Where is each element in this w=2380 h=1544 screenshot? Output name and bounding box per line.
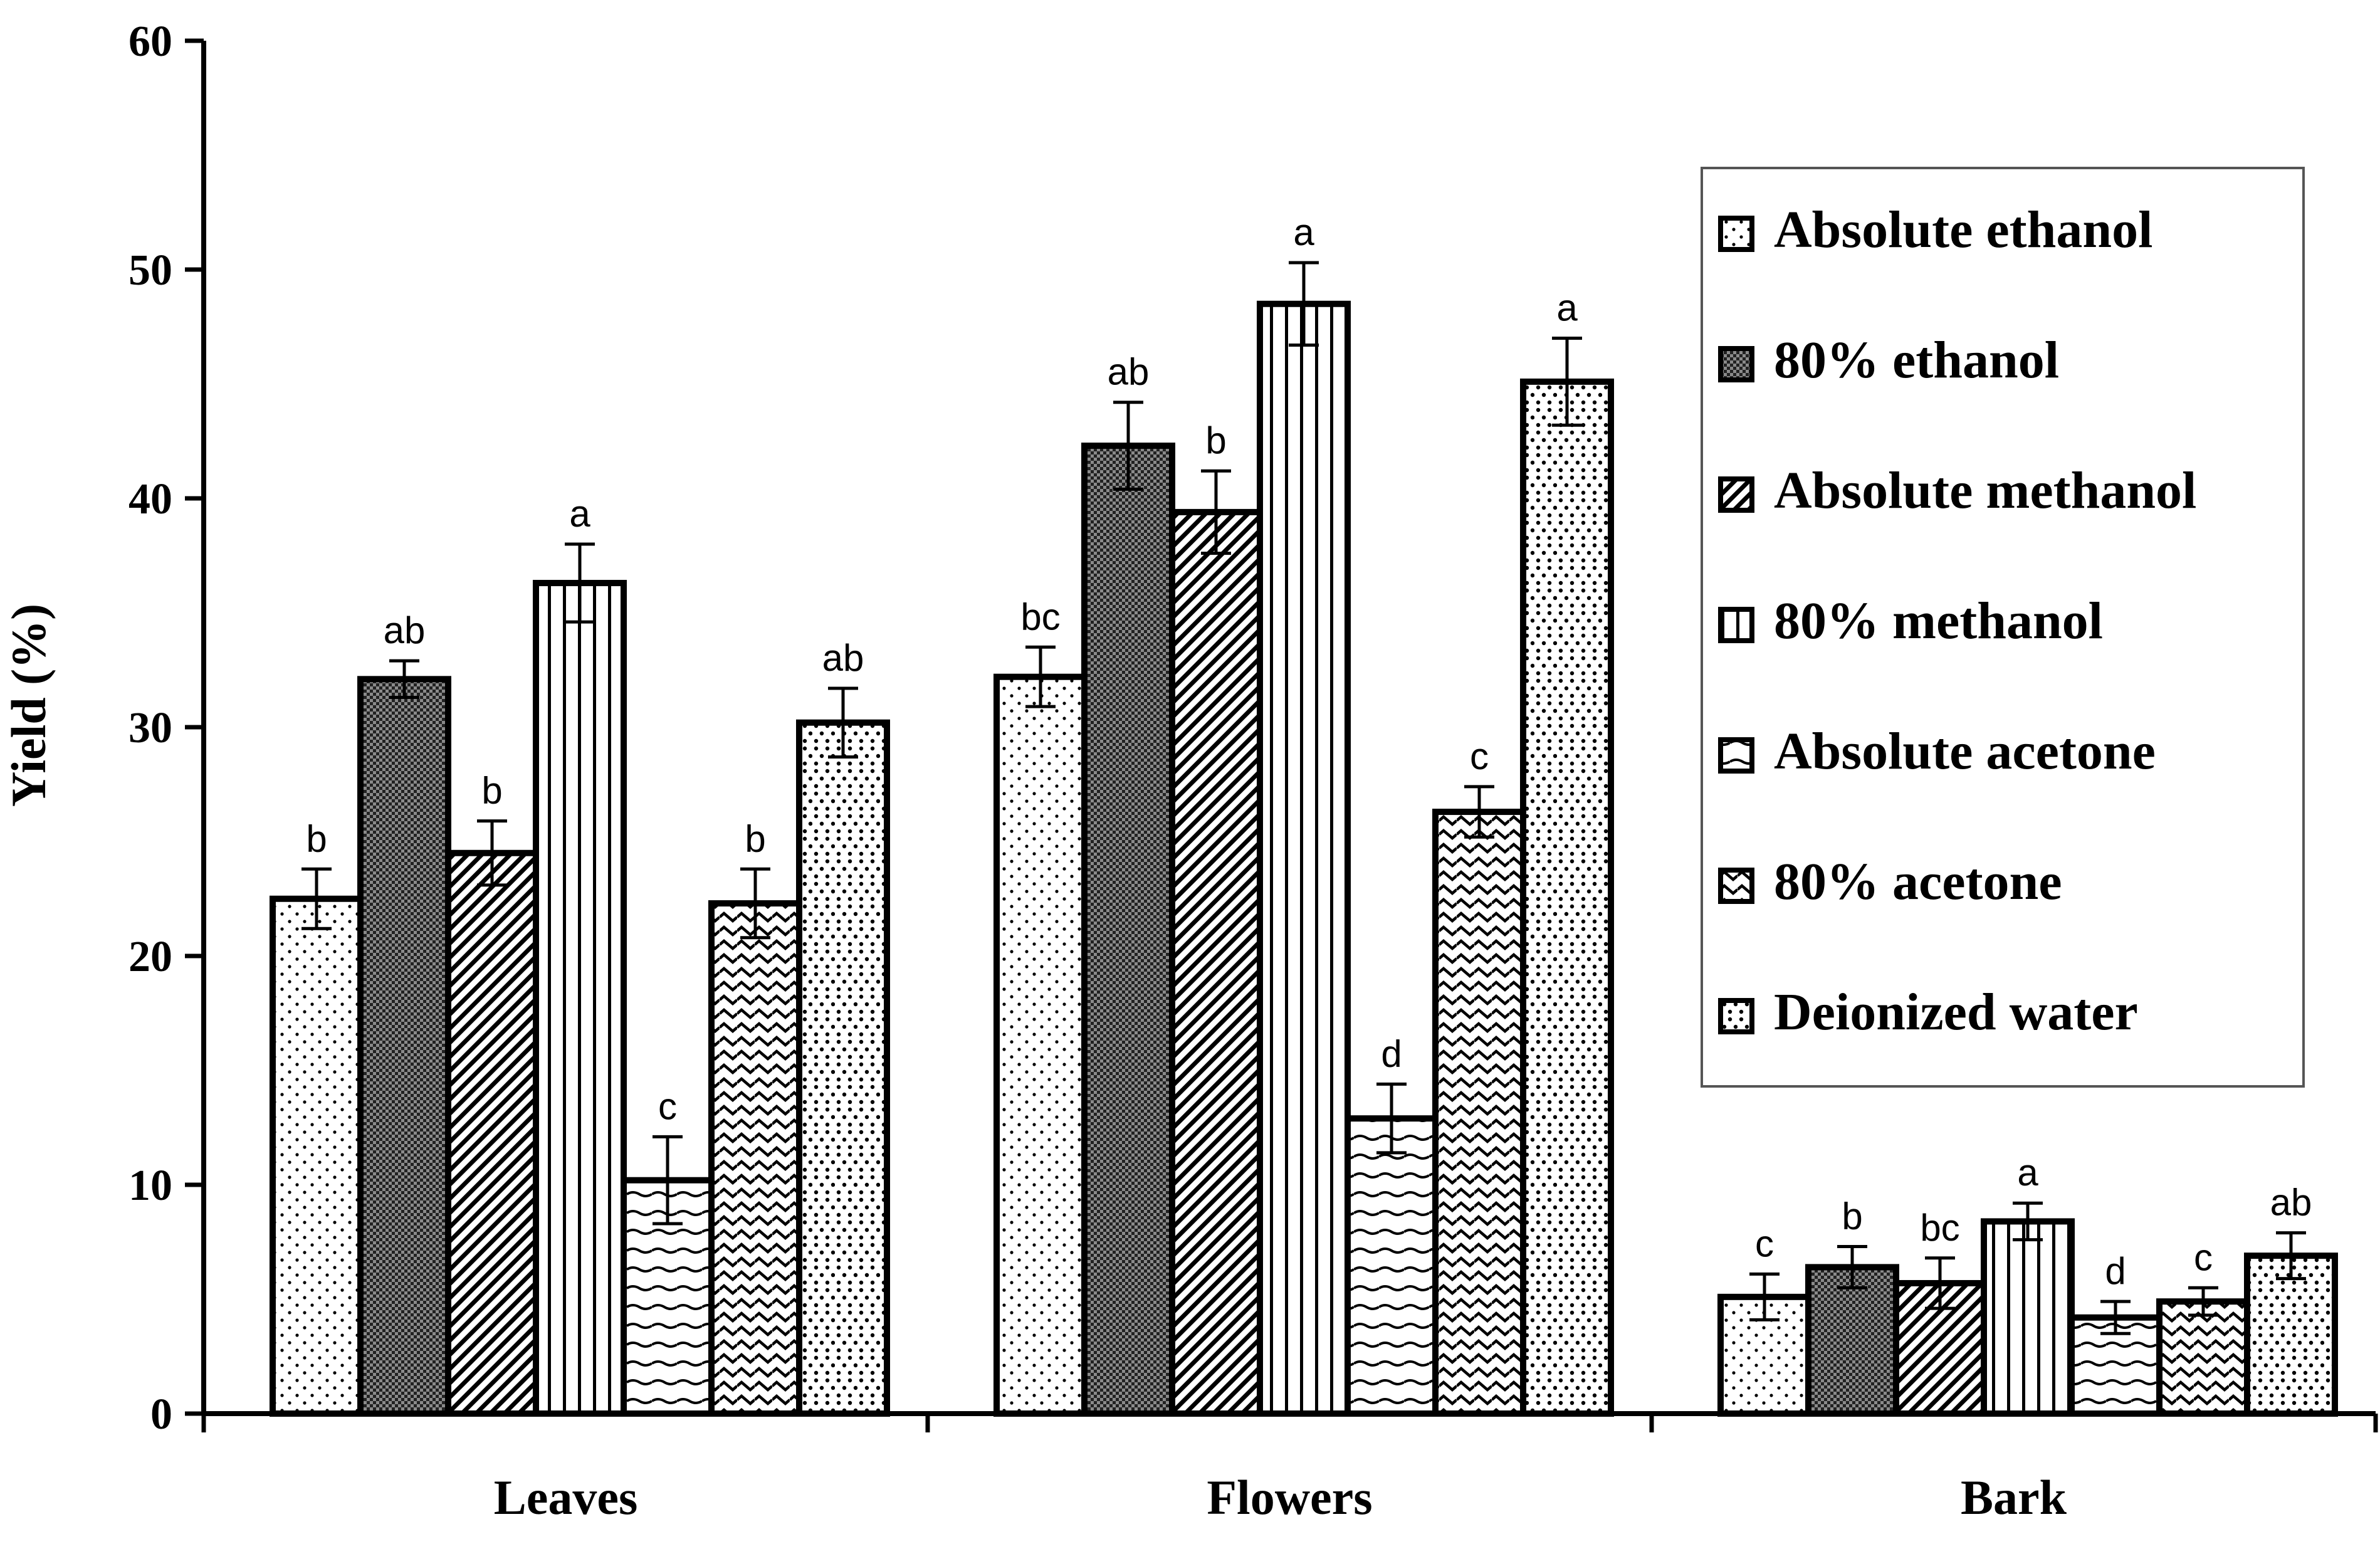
legend-swatch xyxy=(1718,868,1754,904)
significance-letter: d xyxy=(2105,1250,2126,1292)
y-axis-title: Yield (%) xyxy=(1,604,56,807)
significance-letter: bc xyxy=(1920,1207,1959,1249)
significance-letter: c xyxy=(1470,735,1489,777)
legend-label: 80% ethanol xyxy=(1774,331,2059,389)
y-tick-label: 30 xyxy=(128,704,172,752)
bar xyxy=(445,849,539,1417)
significance-letter: c xyxy=(1755,1222,1774,1264)
y-tick-label: 0 xyxy=(150,1390,172,1439)
significance-letter: a xyxy=(2017,1152,2038,1194)
category-label: Leaves xyxy=(494,1470,638,1525)
significance-letter: b xyxy=(481,770,502,812)
y-tick-label: 60 xyxy=(128,18,172,66)
axes: 0 10 20 30 40 50 60 Leaves Flowers Bark xyxy=(128,18,2378,1525)
bars: b ab b a c b ab bc ab b a d c a c b bc a d c ab xyxy=(270,211,2338,1417)
y-tick-label: 40 xyxy=(128,475,172,523)
significance-letter: ab xyxy=(2270,1182,2312,1224)
bar xyxy=(270,895,364,1417)
significance-letter: bc xyxy=(1020,596,1060,638)
bar xyxy=(1432,809,1526,1417)
legend-swatch xyxy=(1718,737,1754,774)
bar xyxy=(993,673,1088,1417)
legend-swatch xyxy=(1718,607,1754,643)
category-label: Bark xyxy=(1961,1470,2067,1525)
significance-letter: d xyxy=(1381,1032,1402,1074)
y-tick-label: 20 xyxy=(128,933,172,981)
legend-label: Absolute ethanol xyxy=(1774,201,2152,259)
significance-letter: ab xyxy=(1108,351,1150,393)
significance-letter: b xyxy=(306,817,327,859)
bar xyxy=(2156,1298,2250,1417)
legend-label: Deionized water xyxy=(1774,983,2138,1041)
bar xyxy=(1981,1218,2075,1417)
significance-letter: c xyxy=(2194,1236,2213,1278)
legend-swatch xyxy=(1718,476,1754,513)
bar xyxy=(1169,508,1263,1417)
legend-label: 80% acetone xyxy=(1774,853,2062,911)
significance-letter: a xyxy=(569,493,590,535)
significance-letter: a xyxy=(1556,287,1578,329)
bar xyxy=(357,676,451,1417)
significance-letter: ab xyxy=(384,609,426,651)
legend-box xyxy=(1701,167,2305,1088)
bar xyxy=(1520,378,1614,1417)
significance-letter: c xyxy=(658,1085,677,1127)
category-label: Flowers xyxy=(1207,1470,1372,1525)
bar xyxy=(1081,443,1175,1417)
legend-swatch xyxy=(1718,998,1754,1034)
legend-label: Absolute acetone xyxy=(1774,722,2156,780)
legend-label: 80% methanol xyxy=(1774,592,2103,650)
significance-letter: b xyxy=(745,817,765,859)
legend-label: Absolute methanol xyxy=(1774,461,2196,520)
bar xyxy=(796,719,890,1417)
bar xyxy=(1345,1115,1439,1417)
significance-letter: ab xyxy=(822,637,864,679)
y-tick-label: 10 xyxy=(128,1162,172,1210)
legend: Absolute ethanol 80% ethanol Absolute meth… xyxy=(1701,167,2305,1088)
y-tick-label: 50 xyxy=(128,246,172,295)
legend-swatch xyxy=(1718,216,1754,252)
legend-swatch xyxy=(1718,346,1754,382)
significance-letter: a xyxy=(1293,211,1314,253)
significance-letter: b xyxy=(1842,1195,1862,1237)
significance-letter: b xyxy=(1205,419,1226,461)
bar xyxy=(533,580,627,1417)
bar xyxy=(708,900,802,1417)
bar xyxy=(2244,1253,2338,1417)
bar xyxy=(1257,300,1351,1417)
